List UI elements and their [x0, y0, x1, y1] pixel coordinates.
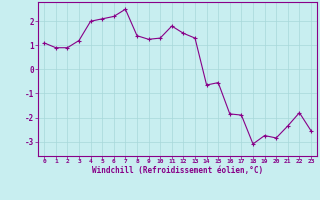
X-axis label: Windchill (Refroidissement éolien,°C): Windchill (Refroidissement éolien,°C): [92, 166, 263, 175]
